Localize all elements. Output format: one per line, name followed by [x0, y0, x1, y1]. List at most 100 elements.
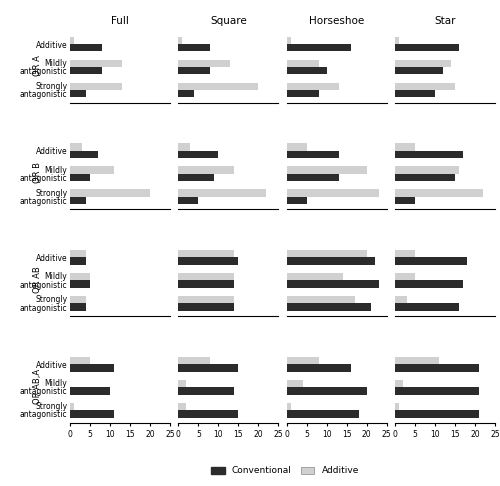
Bar	[178, 280, 234, 288]
Bar	[178, 296, 234, 303]
Bar	[70, 143, 82, 151]
Bar	[395, 250, 415, 258]
Bar	[286, 357, 318, 364]
Bar	[286, 280, 378, 288]
Text: OR A: OR A	[33, 55, 42, 76]
Bar	[178, 303, 234, 311]
Bar	[70, 67, 102, 74]
Bar	[70, 410, 114, 417]
Bar	[395, 364, 479, 371]
Bar	[70, 197, 86, 204]
Bar	[70, 166, 114, 174]
Bar	[395, 197, 415, 204]
Bar	[178, 357, 210, 364]
Bar	[178, 273, 234, 280]
Bar	[395, 403, 399, 410]
Bar	[70, 403, 74, 410]
Bar	[286, 151, 339, 158]
Bar	[395, 380, 403, 387]
Bar	[395, 387, 479, 395]
Bar	[178, 151, 218, 158]
Bar	[70, 83, 122, 90]
Bar	[286, 364, 350, 371]
Bar	[395, 143, 415, 151]
Text: OR B: OR B	[33, 162, 42, 183]
Bar	[286, 60, 318, 67]
Bar	[395, 37, 399, 44]
Bar	[178, 60, 231, 67]
Bar	[286, 90, 318, 98]
Text: OR AB: OR AB	[33, 266, 42, 293]
Bar	[178, 410, 238, 417]
Bar	[70, 174, 90, 181]
Bar	[286, 258, 374, 265]
Bar	[286, 37, 290, 44]
Bar	[286, 143, 306, 151]
Bar	[395, 357, 439, 364]
Bar	[70, 44, 102, 52]
Bar	[70, 151, 98, 158]
Bar	[395, 60, 451, 67]
Bar	[395, 303, 459, 311]
Bar	[395, 280, 463, 288]
Bar	[178, 90, 194, 98]
Bar	[395, 258, 467, 265]
Bar	[395, 44, 459, 52]
Bar	[178, 143, 190, 151]
Bar	[178, 387, 234, 395]
Bar	[286, 174, 339, 181]
Bar	[178, 364, 238, 371]
Bar	[395, 67, 443, 74]
Bar	[286, 83, 339, 90]
Bar	[70, 258, 86, 265]
Bar	[70, 60, 122, 67]
Bar	[395, 273, 415, 280]
Bar	[70, 250, 86, 258]
Text: OR AB,A: OR AB,A	[33, 368, 42, 403]
Bar	[70, 37, 74, 44]
Bar	[286, 250, 366, 258]
Bar	[70, 90, 86, 98]
Bar	[70, 296, 86, 303]
Bar	[286, 410, 358, 417]
Bar	[286, 67, 327, 74]
Bar	[286, 197, 306, 204]
Bar	[286, 303, 370, 311]
Bar	[395, 190, 483, 197]
Bar	[178, 67, 210, 74]
Bar	[286, 166, 366, 174]
Bar	[178, 190, 266, 197]
Bar	[70, 303, 86, 311]
Title: Star: Star	[434, 16, 456, 26]
Bar	[178, 380, 186, 387]
Bar	[178, 258, 238, 265]
Bar	[178, 166, 234, 174]
Bar	[178, 44, 210, 52]
Bar	[286, 190, 378, 197]
Bar	[178, 250, 234, 258]
Bar	[395, 296, 407, 303]
Bar	[70, 273, 90, 280]
Bar	[178, 403, 186, 410]
Title: Horseshoe: Horseshoe	[309, 16, 364, 26]
Bar	[178, 83, 258, 90]
Bar	[286, 273, 343, 280]
Bar	[395, 83, 455, 90]
Title: Full: Full	[111, 16, 129, 26]
Bar	[286, 387, 366, 395]
Bar	[395, 90, 435, 98]
Bar	[70, 190, 150, 197]
Bar	[395, 151, 463, 158]
Bar	[286, 44, 350, 52]
Bar	[70, 387, 110, 395]
Legend: Conventional, Additive: Conventional, Additive	[208, 463, 362, 479]
Bar	[395, 174, 455, 181]
Bar	[178, 174, 214, 181]
Bar	[70, 357, 90, 364]
Bar	[70, 280, 90, 288]
Bar	[286, 296, 354, 303]
Bar	[395, 410, 479, 417]
Bar	[178, 37, 182, 44]
Bar	[286, 403, 290, 410]
Bar	[178, 197, 199, 204]
